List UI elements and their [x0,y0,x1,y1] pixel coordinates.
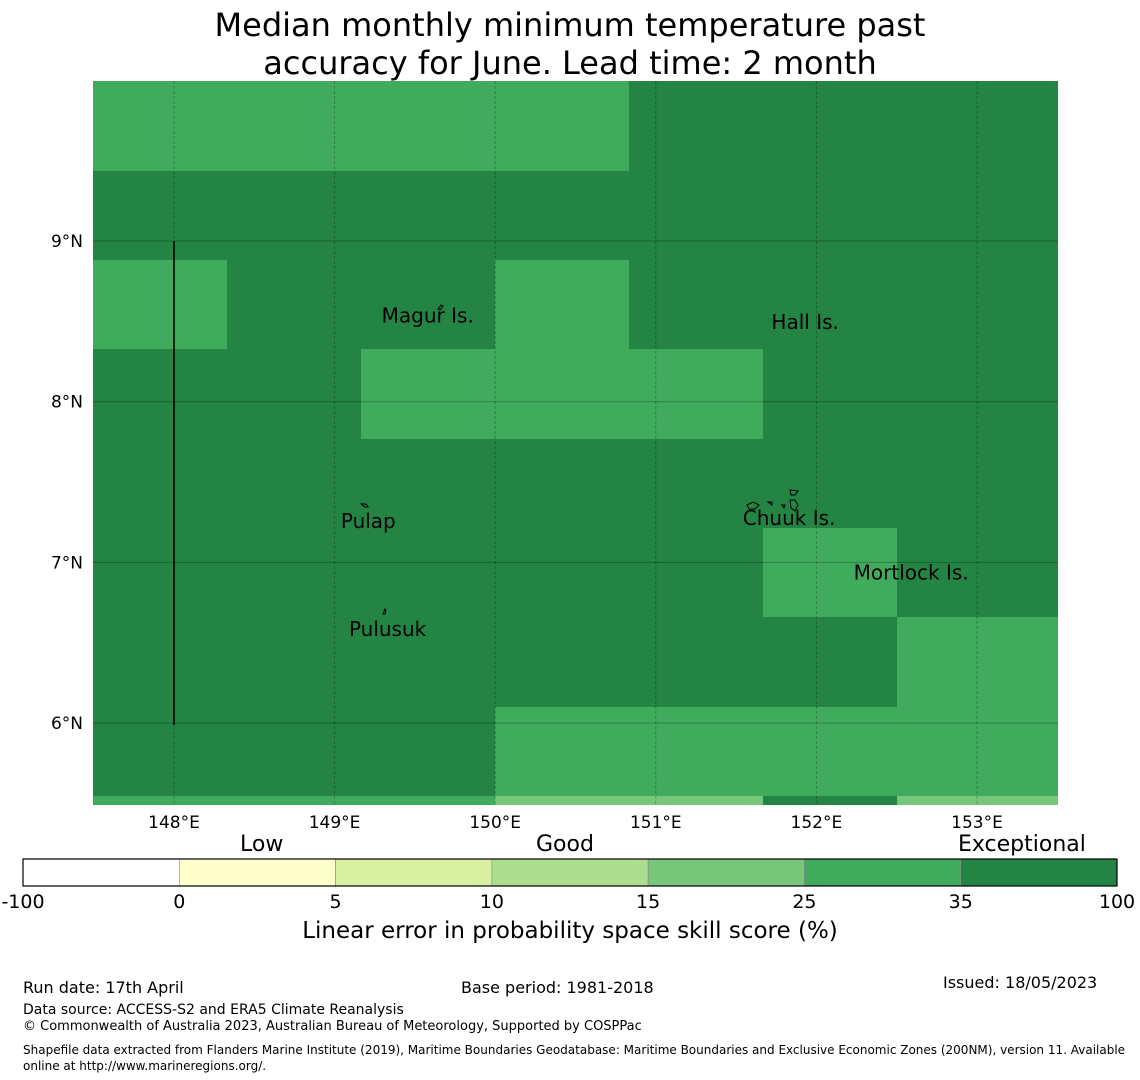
place-label: Pulap [341,509,396,533]
lon-tick-label: 152°E [791,813,843,830]
place-label: Hall Is. [771,310,838,334]
colorbar-segment [804,858,962,887]
skill-cell [93,81,629,171]
lon-tick-label: 149°E [309,813,361,830]
latitude-labels: 9°N 8°N 7°N 6°N [51,232,83,734]
place-label: Chuuk Is. [743,506,836,530]
lon-tick-label: 151°E [630,813,682,830]
title-line-2: accuracy for June. Lead time: 2 month [263,44,877,82]
skill-cell [495,707,1058,796]
skill-cell [93,796,495,805]
lon-tick-label: 150°E [469,813,521,830]
place-label: Pulusuk [349,617,427,641]
colorbar-tick-label: 5 [329,891,342,913]
island-outlines [359,304,799,615]
base-period: Base period: 1981-2018 [461,978,654,997]
skill-cell [763,796,897,805]
colorbar-tick-label: 35 [948,891,973,913]
skill-cell [897,796,1058,805]
colorbar-tick-label: 25 [792,891,817,913]
island-outline [781,504,786,510]
island-outline [382,608,387,615]
colorbar [22,858,1118,887]
colorbar-tick-label: 100 [1098,891,1136,913]
legend-good: Good [536,832,594,857]
place-label: Mortlock Is. [854,561,969,585]
colorbar-tick-label: 10 [479,891,504,913]
colorbar-segment [22,858,180,887]
lat-tick-label: 6°N [51,714,83,734]
lat-tick-label: 8°N [51,393,83,413]
run-date: Run date: 17th April [23,978,184,997]
skill-cell [361,349,763,439]
lon-tick-label: 153°E [951,813,1003,830]
colorbar-segment [178,858,336,887]
issued-date: Issued: 18/05/2023 [943,973,1098,992]
colorbar-segment [491,858,649,887]
colorbar-tick-label: 15 [636,891,661,913]
skill-cell [495,260,629,349]
place-label: Magur Is. [382,304,474,328]
colorbar-tick-label: 0 [173,891,186,913]
copyright: © Commonwealth of Australia 2023, Austra… [23,1019,642,1034]
longitude-labels: 148°E 149°E 150°E 151°E 152°E 153°E [148,813,1003,830]
skill-cell [897,617,1058,707]
island-outline [789,499,799,512]
colorbar-segment [960,858,1118,887]
legend-low: Low [240,832,284,857]
island-outline [746,501,760,510]
skill-grid [93,81,1058,805]
title-line-1: Median monthly minimum temperature past [214,6,926,44]
legend-exceptional: Exceptional [958,832,1086,857]
shapefile-credit: Shapefile data extracted from Flanders M… [23,1043,1126,1073]
lat-tick-label: 9°N [51,232,83,252]
island-outline [766,501,773,506]
skill-cell [495,796,763,805]
lat-tick-label: 7°N [51,553,83,573]
colorbar-tick-label: -100 [1,891,45,913]
island-outline [359,503,369,508]
skill-cell [763,528,897,617]
data-source: Data source: ACCESS-S2 and ERA5 Climate … [23,1002,404,1018]
island-outline [789,489,799,496]
skill-map: Magur Is. Hall Is. Pulap Chuuk Is. Mortlock … [51,81,1058,830]
colorbar-segment [335,858,493,887]
map-title: Median monthly minimum temperature past … [0,6,1140,82]
colorbar-label: Linear error in probability space skill … [302,918,838,944]
colorbar-frame [22,858,1118,887]
lon-tick-label: 148°E [148,813,200,830]
skill-cell [93,260,227,349]
island-outline [437,304,444,311]
place-labels: Magur Is. Hall Is. Pulap Chuuk Is. Mortlock … [341,304,969,641]
graticule [93,81,1058,805]
colorbar-segment [647,858,805,887]
